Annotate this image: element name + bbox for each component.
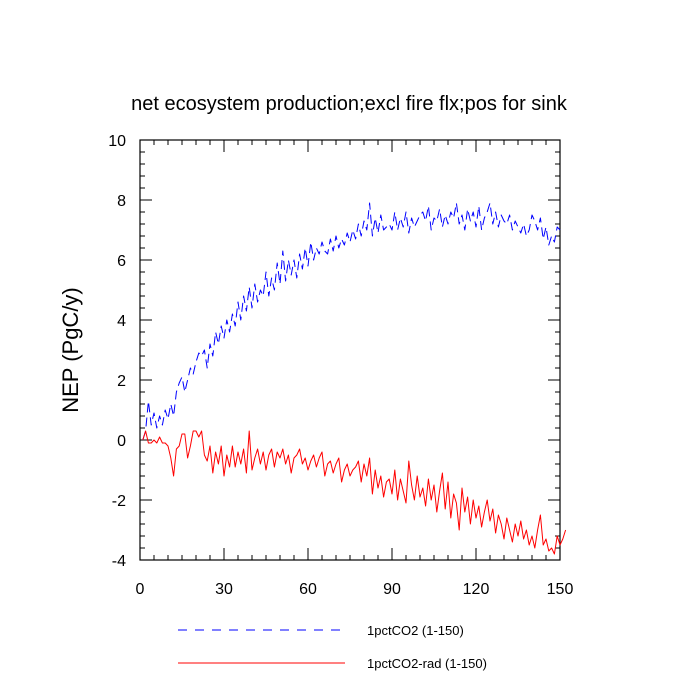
legend: 1pctCO2 (1-150) 1pctCO2-rad (1-150) <box>178 623 487 671</box>
x-tick-label: 60 <box>299 581 317 598</box>
x-tick-label: 90 <box>383 581 401 598</box>
axis-ticks <box>139 139 561 561</box>
y-tick-label: 0 <box>117 433 126 450</box>
y-tick-label: -4 <box>112 553 126 570</box>
legend-label-1: 1pctCO2 (1-150) <box>367 623 464 638</box>
y-tick-label: 6 <box>117 253 126 270</box>
y-axis-label: NEP (PgC/y) <box>58 287 83 413</box>
chart-title: net ecosystem production;excl fire flx;p… <box>131 93 568 115</box>
y-tick-label: -2 <box>112 493 126 510</box>
y-tick-label: 8 <box>117 193 126 210</box>
legend-label-2: 1pctCO2-rad (1-150) <box>367 656 487 671</box>
y-tick-label: 10 <box>108 133 126 150</box>
series-line-1 <box>142 202 561 441</box>
plot-area: 0 30 60 90 120 150 -4 -2 0 2 4 6 8 10 <box>108 133 573 598</box>
axis-tick-labels: 0 30 60 90 120 150 -4 -2 0 2 4 6 8 10 <box>108 133 573 598</box>
plot-frame <box>139 139 561 561</box>
x-tick-label: 0 <box>136 581 145 598</box>
x-tick-label: 30 <box>215 581 233 598</box>
x-tick-label: 150 <box>547 581 574 598</box>
series-line-2 <box>142 430 567 555</box>
series-lines <box>142 202 567 555</box>
y-tick-label: 4 <box>117 313 126 330</box>
y-tick-label: 2 <box>117 373 126 390</box>
x-tick-label: 120 <box>463 581 490 598</box>
